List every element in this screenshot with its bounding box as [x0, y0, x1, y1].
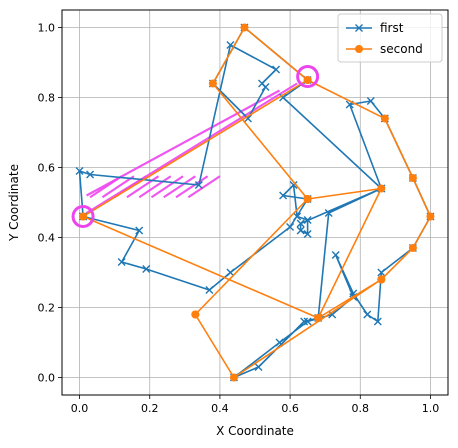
point-first-22 — [363, 310, 372, 319]
point-first-46 — [142, 265, 151, 273]
legend-label-second: second — [380, 42, 423, 56]
hatch-line-4 — [138, 175, 172, 199]
point-first-3 — [194, 181, 203, 189]
point-first-30 — [254, 363, 263, 371]
point-first-38 — [303, 216, 312, 224]
point-second-18 — [303, 195, 312, 203]
point-first-24 — [331, 251, 340, 259]
point-second-16 — [240, 23, 249, 32]
legend-marker-shape-first — [355, 24, 363, 32]
hatch-line-5 — [150, 175, 184, 199]
point-first-15 — [366, 97, 375, 105]
hatch-line-1 — [101, 175, 135, 199]
x-tick-label-1: 0.2 — [141, 402, 159, 415]
y-tick-label-0: 0.0 — [38, 372, 56, 385]
point-first-33 — [324, 209, 333, 217]
point-second-11 — [229, 373, 238, 382]
y-tick-label-3: 0.6 — [38, 162, 56, 175]
point-first-12 — [279, 93, 288, 102]
x-tick-label-5: 1.0 — [422, 402, 440, 415]
point-first-35 — [296, 219, 305, 228]
point-first-40 — [289, 181, 298, 189]
point-second-2 — [380, 114, 389, 123]
legend-marker-shape-second — [355, 45, 363, 53]
y-tick-label-1: 0.2 — [38, 302, 56, 315]
point-first-31 — [300, 317, 309, 326]
highlight-circle-1 — [296, 65, 320, 88]
point-second-14 — [79, 212, 88, 221]
legend-marker-second — [355, 45, 363, 53]
point-first-1 — [75, 167, 84, 175]
plot-area-frame — [61, 9, 449, 396]
point-first-41 — [279, 191, 288, 200]
point-first-26 — [328, 310, 337, 319]
point-first-8 — [243, 114, 252, 123]
series-layer — [75, 23, 435, 382]
point-first-47 — [117, 258, 126, 266]
y-tick-label-5: 1.0 — [38, 22, 56, 35]
axis-ticks: 0.0 0.2 0.4 0.6 0.8 1.0 0.0 0.2 0.4 0.6 0.8 1.0 — [38, 22, 440, 416]
point-second-13 — [314, 314, 323, 322]
y-tick-label-4: 0.8 — [38, 92, 56, 105]
hatch-line-3 — [126, 175, 160, 199]
x-tick-label-3: 0.6 — [281, 402, 299, 415]
hatch-edge-bottom — [85, 82, 298, 214]
y-axis-label: Y Coordinate — [7, 164, 21, 242]
grid-lines — [62, 10, 448, 395]
highlight-circle-0 — [71, 205, 95, 228]
point-first-39 — [293, 212, 302, 221]
series-line-second — [82, 26, 432, 379]
point-second-19 — [191, 310, 200, 319]
series-second — [79, 23, 435, 382]
y-tick-label-2: 0.4 — [38, 232, 56, 245]
point-first-43 — [286, 223, 295, 231]
point-first-37 — [303, 230, 312, 238]
x-axis-label: X Coordinate — [216, 424, 294, 438]
highlight-circles — [71, 65, 320, 228]
point-first-5 — [272, 65, 281, 74]
point-first-45 — [205, 286, 214, 294]
hatch-line-6 — [163, 175, 196, 199]
legend-label-first: first — [380, 21, 404, 35]
point-first-20 — [377, 268, 386, 277]
point-second-8 — [377, 184, 386, 193]
hatch-line-7 — [175, 175, 209, 199]
x-tick-label-4: 0.8 — [352, 402, 370, 415]
x-tick-label-2: 0.4 — [211, 402, 229, 415]
hatch-line-8 — [187, 175, 221, 199]
point-first-21 — [373, 317, 382, 326]
legend: first second — [337, 13, 443, 63]
legend-box — [337, 13, 443, 63]
point-second-12 — [377, 275, 386, 284]
point-first-48 — [135, 226, 144, 235]
x-tick-label-0: 0.0 — [71, 402, 89, 415]
point-second-5 — [408, 244, 417, 252]
point-first-2 — [86, 170, 95, 179]
point-first-36 — [296, 226, 305, 235]
point-second-4 — [426, 212, 435, 221]
point-first-7 — [261, 83, 270, 91]
point-second-15 — [303, 76, 312, 84]
point-second-17 — [208, 79, 217, 88]
point-second-3 — [408, 174, 417, 182]
legend-marker-first — [355, 24, 363, 32]
point-first-27 — [303, 317, 312, 326]
